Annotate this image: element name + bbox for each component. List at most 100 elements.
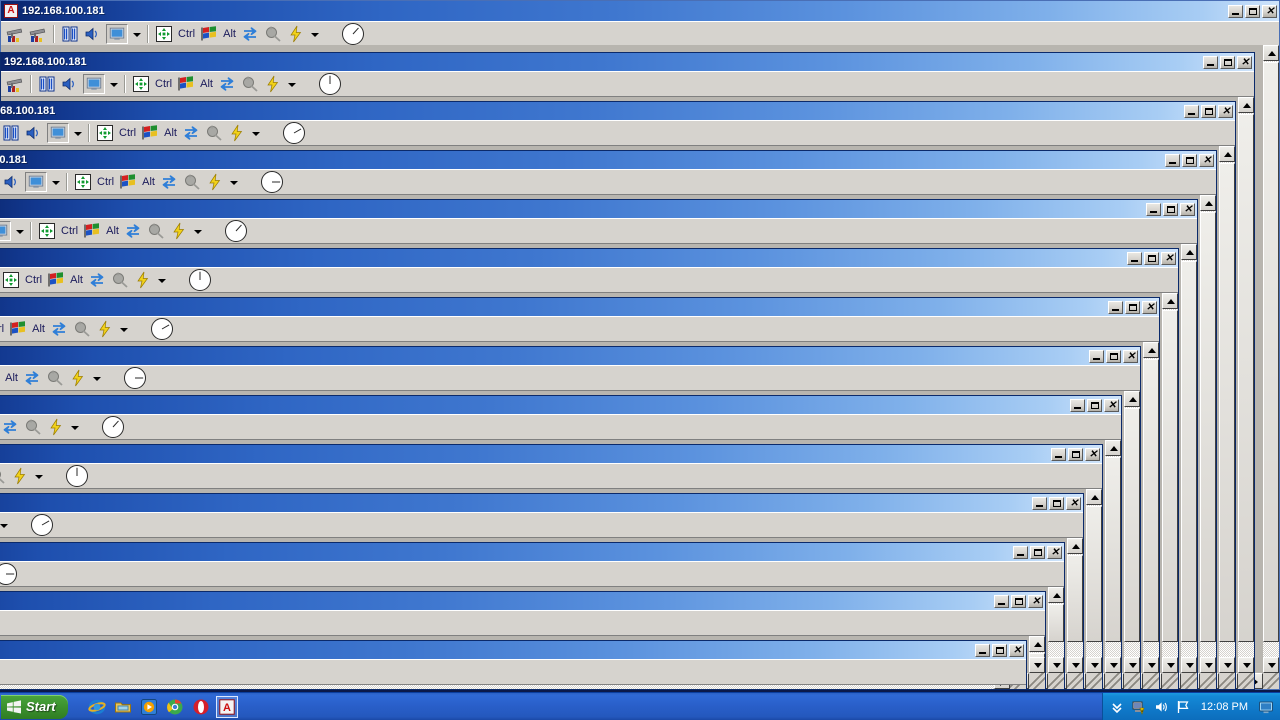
audio-speaker-icon[interactable] xyxy=(83,24,103,44)
resize-grip[interactable] xyxy=(1067,673,1083,689)
plug-disabled-icon[interactable] xyxy=(23,417,43,437)
ctrl-key-button[interactable]: Ctrl xyxy=(178,28,196,40)
vertical-scrollbar[interactable] xyxy=(1200,195,1216,689)
scroll-up-button[interactable] xyxy=(1200,195,1216,211)
minimize-button[interactable] xyxy=(1184,104,1199,118)
minimize-button[interactable] xyxy=(1228,4,1243,18)
display-monitor-icon[interactable] xyxy=(83,74,105,94)
fullscreen-arrows-icon[interactable] xyxy=(73,172,93,192)
connection-gauge-icon[interactable] xyxy=(188,268,212,292)
connection-gauge-icon[interactable] xyxy=(30,513,54,537)
taskbar-chrome-icon[interactable] xyxy=(164,696,186,718)
maximize-button[interactable] xyxy=(1049,496,1064,510)
display-dropdown-icon[interactable] xyxy=(108,75,119,93)
refresh-arrows-icon[interactable] xyxy=(22,368,42,388)
resize-grip[interactable] xyxy=(1263,673,1279,689)
audio-speaker-icon[interactable] xyxy=(2,172,22,192)
lightning-dropdown-icon[interactable] xyxy=(0,516,9,534)
maximize-button[interactable] xyxy=(1220,55,1235,69)
lightning-bolt-icon[interactable] xyxy=(227,123,247,143)
close-button[interactable]: ✕ xyxy=(1218,104,1233,118)
lightning-bolt-icon[interactable] xyxy=(205,172,225,192)
display-dropdown-icon[interactable] xyxy=(14,222,25,240)
scroll-up-button[interactable] xyxy=(1143,342,1159,358)
window-titlebar[interactable]: A 192.168.100.181 ✕ xyxy=(1,1,1279,21)
close-button[interactable]: ✕ xyxy=(1104,398,1119,412)
vertical-scrollbar[interactable] xyxy=(1238,97,1254,689)
window-titlebar[interactable]: 192.168.100.181 ✕ xyxy=(1,53,1254,71)
lightning-dropdown-icon[interactable] xyxy=(250,124,261,142)
connection-gauge-icon[interactable] xyxy=(282,121,306,145)
alt-key-button[interactable]: Alt xyxy=(142,176,155,188)
vertical-scroll-thumb[interactable] xyxy=(1263,62,1279,642)
resize-grip[interactable] xyxy=(1200,673,1216,689)
resize-grip[interactable] xyxy=(1238,673,1254,689)
scroll-down-button[interactable] xyxy=(1143,657,1159,673)
minimize-button[interactable] xyxy=(1032,496,1047,510)
vertical-scrollbar[interactable] xyxy=(1048,587,1064,689)
minimize-button[interactable] xyxy=(1089,349,1104,363)
display-monitor-icon[interactable] xyxy=(106,24,128,44)
resize-grip[interactable] xyxy=(1181,673,1197,689)
vertical-scrollbar[interactable] xyxy=(1181,244,1197,689)
vertical-scrollbar[interactable] xyxy=(1086,489,1102,689)
close-button[interactable]: ✕ xyxy=(1085,447,1100,461)
windows-flag-icon[interactable] xyxy=(199,24,219,44)
display-monitor-icon[interactable] xyxy=(25,172,47,192)
resize-grip[interactable] xyxy=(1086,673,1102,689)
audio-speaker-icon[interactable] xyxy=(24,123,44,143)
file-manager-icon[interactable] xyxy=(60,24,80,44)
show-hidden-icons-chevron-icon[interactable] xyxy=(1109,699,1125,715)
refresh-arrows-icon[interactable] xyxy=(87,270,107,290)
resize-grip[interactable] xyxy=(1048,673,1064,689)
windows-flag-icon[interactable] xyxy=(140,123,160,143)
scroll-down-button[interactable] xyxy=(1200,657,1216,673)
resize-grip[interactable] xyxy=(1010,685,1026,689)
scroll-down-button[interactable] xyxy=(1105,657,1121,673)
lightning-dropdown-icon[interactable] xyxy=(309,25,320,43)
lightning-dropdown-icon[interactable] xyxy=(91,369,102,387)
fullscreen-arrows-icon[interactable] xyxy=(37,221,57,241)
alt-key-button[interactable]: Alt xyxy=(200,78,213,90)
close-button[interactable]: ✕ xyxy=(1047,545,1062,559)
maximize-button[interactable] xyxy=(1125,300,1140,314)
close-button[interactable]: ✕ xyxy=(1237,55,1252,69)
volume-icon[interactable] xyxy=(1153,699,1169,715)
plug-disabled-icon[interactable] xyxy=(204,123,224,143)
window-titlebar[interactable]: ✕ xyxy=(0,592,1045,610)
scroll-down-button[interactable] xyxy=(1067,657,1083,673)
refresh-arrows-icon[interactable] xyxy=(123,221,143,241)
connection-gauge-icon[interactable] xyxy=(65,464,89,488)
close-button[interactable]: ✕ xyxy=(1180,202,1195,216)
maximize-button[interactable] xyxy=(1163,202,1178,216)
scroll-up-button[interactable] xyxy=(1048,587,1064,603)
vertical-scroll-thumb[interactable] xyxy=(1124,408,1140,642)
alt-key-button[interactable]: Alt xyxy=(32,323,45,335)
close-button[interactable]: ✕ xyxy=(1142,300,1157,314)
vertical-scrollbar[interactable] xyxy=(1067,538,1083,689)
vertical-scroll-thumb[interactable] xyxy=(1162,310,1178,642)
vertical-scroll-thumb[interactable] xyxy=(1219,163,1235,642)
maximize-button[interactable] xyxy=(1087,398,1102,412)
windows-flag-icon[interactable] xyxy=(118,172,138,192)
scroll-up-button[interactable] xyxy=(1162,293,1178,309)
start-button[interactable]: Start xyxy=(1,694,68,719)
scroll-up-button[interactable] xyxy=(1067,538,1083,554)
window-titlebar[interactable]: ✕ xyxy=(0,396,1121,414)
refresh-arrows-icon[interactable] xyxy=(181,123,201,143)
resize-grip[interactable] xyxy=(1029,673,1045,689)
fullscreen-arrows-icon[interactable] xyxy=(154,24,174,44)
display-dropdown-icon[interactable] xyxy=(131,25,142,43)
scroll-up-button[interactable] xyxy=(1238,97,1254,113)
fullscreen-arrows-icon[interactable] xyxy=(1,270,21,290)
plug-disabled-icon[interactable] xyxy=(0,466,7,486)
refresh-arrows-icon[interactable] xyxy=(49,319,69,339)
lightning-dropdown-icon[interactable] xyxy=(156,271,167,289)
scroll-down-button[interactable] xyxy=(1263,657,1279,673)
maximize-button[interactable] xyxy=(1182,153,1197,167)
lightning-dropdown-icon[interactable] xyxy=(192,222,203,240)
alt-key-button[interactable]: Alt xyxy=(164,127,177,139)
vertical-scroll-thumb[interactable] xyxy=(1238,114,1254,642)
vertical-scroll-thumb[interactable] xyxy=(1143,359,1159,642)
refresh-arrows-icon[interactable] xyxy=(159,172,179,192)
